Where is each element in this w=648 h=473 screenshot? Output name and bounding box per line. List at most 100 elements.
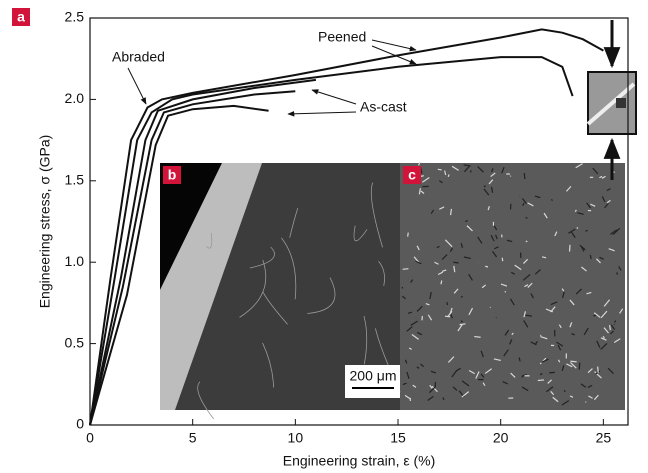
texture	[447, 356, 455, 363]
texture	[525, 314, 532, 317]
texture	[431, 385, 438, 393]
texture	[609, 325, 611, 331]
texture	[534, 269, 541, 275]
texture	[436, 245, 440, 249]
texture	[600, 342, 608, 350]
texture	[410, 279, 414, 283]
texture	[456, 367, 461, 372]
texture	[482, 382, 486, 386]
texture	[441, 269, 447, 273]
texture	[530, 293, 534, 299]
texture	[447, 174, 450, 177]
x-axis-label: Engineering strain, ε (%)	[283, 453, 436, 469]
texture	[563, 389, 566, 393]
texture	[468, 307, 474, 316]
texture	[480, 350, 484, 358]
texture	[566, 363, 573, 368]
texture	[442, 397, 445, 401]
texture	[523, 311, 527, 318]
texture	[539, 372, 543, 376]
texture	[449, 208, 453, 216]
texture	[600, 337, 607, 341]
texture	[468, 273, 473, 281]
texture	[490, 186, 494, 193]
texture	[495, 234, 498, 240]
texture	[590, 203, 596, 207]
x-tick-label: 0	[86, 430, 94, 446]
texture	[557, 359, 561, 363]
texture	[452, 386, 458, 391]
curve	[89, 78, 317, 426]
texture	[437, 271, 444, 276]
texture	[580, 383, 587, 388]
y-tick-label: 2.0	[65, 90, 85, 106]
texture	[459, 323, 466, 326]
texture	[502, 380, 509, 385]
texture	[569, 395, 574, 398]
y-tick-label: 2.5	[65, 9, 85, 25]
texture	[578, 362, 581, 370]
texture	[460, 295, 463, 298]
texture	[550, 301, 558, 306]
texture	[586, 202, 592, 209]
texture	[523, 320, 529, 328]
texture	[281, 237, 297, 300]
x-tick-label: 25	[596, 430, 612, 446]
y-tick-label: 0	[76, 416, 84, 432]
texture	[509, 298, 515, 306]
texture	[606, 188, 611, 192]
x-tick-label: 20	[493, 430, 509, 446]
texture	[603, 299, 611, 307]
texture	[594, 371, 602, 379]
texture	[589, 254, 592, 260]
texture	[554, 231, 558, 237]
texture	[599, 256, 604, 260]
texture	[607, 367, 614, 375]
texture	[588, 395, 593, 399]
y-axis-label: Engineering stress, σ (GPa)	[37, 135, 53, 309]
texture	[491, 168, 494, 173]
insets: 200 μm	[160, 161, 625, 420]
texture	[262, 292, 288, 325]
texture	[602, 335, 605, 339]
texture	[509, 339, 513, 345]
texture	[420, 190, 425, 194]
texture	[451, 165, 459, 171]
texture	[525, 240, 528, 243]
texture	[481, 284, 487, 289]
panel-label: c	[408, 167, 416, 183]
texture	[501, 257, 504, 262]
texture	[522, 273, 531, 281]
texture	[562, 291, 565, 299]
texture	[601, 196, 606, 203]
annotation: As-cast	[360, 99, 407, 115]
texture	[490, 234, 495, 242]
texture	[597, 366, 599, 373]
texture	[494, 246, 499, 250]
texture	[404, 394, 411, 400]
texture	[477, 166, 484, 173]
texture	[402, 382, 407, 386]
panel-badge	[12, 8, 30, 26]
texture	[537, 379, 545, 382]
texture	[522, 202, 525, 207]
arrow	[311, 89, 357, 105]
texture	[416, 331, 423, 336]
texture	[420, 363, 425, 368]
texture	[521, 198, 527, 205]
annotation: Peened	[318, 29, 366, 45]
curve	[89, 28, 604, 426]
texture	[550, 306, 556, 313]
texture	[480, 373, 485, 378]
texture	[524, 284, 529, 288]
x-tick-label: 5	[189, 430, 197, 446]
panel-label: a	[17, 9, 25, 25]
texture	[466, 225, 469, 228]
texture	[422, 177, 430, 183]
texture	[483, 185, 487, 188]
texture	[446, 310, 453, 318]
texture	[534, 195, 541, 199]
texture	[575, 288, 582, 295]
texture	[610, 330, 614, 335]
texture	[521, 386, 529, 392]
